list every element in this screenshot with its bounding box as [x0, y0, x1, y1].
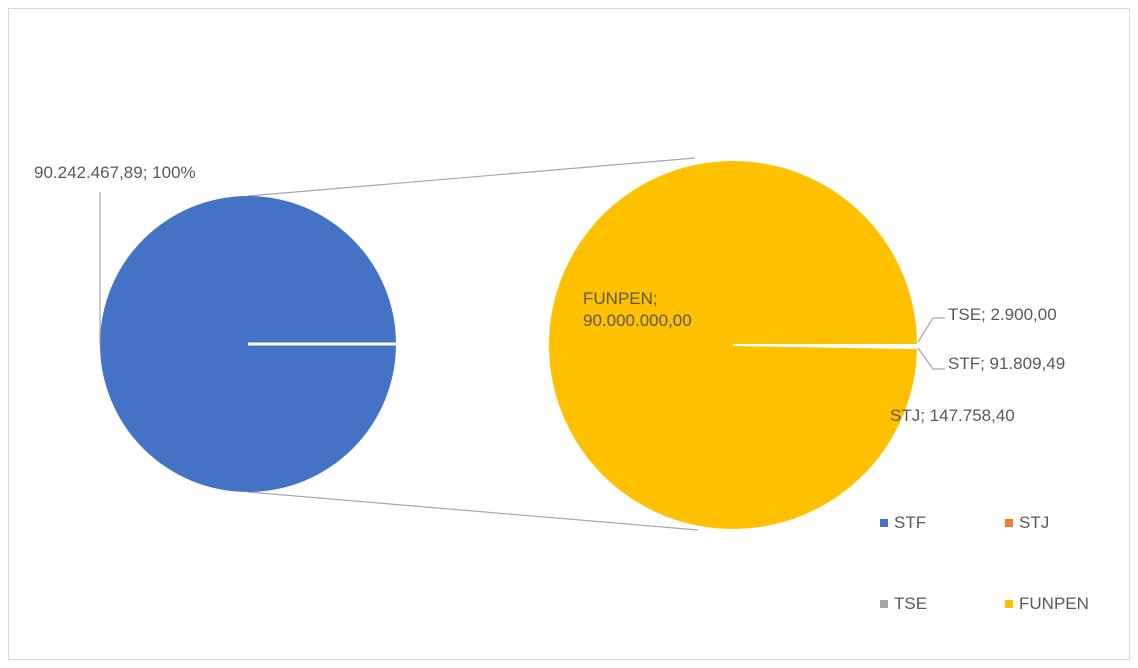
- legend-swatch: [1005, 600, 1013, 608]
- data-label: STF; 91.809,49: [948, 354, 1066, 373]
- legend-label: STF: [894, 513, 927, 532]
- legend-label: STJ: [1019, 513, 1050, 532]
- data-label: STJ; 147.758,40: [890, 406, 1015, 425]
- connector: [247, 157, 696, 197]
- legend-label: FUNPEN: [1019, 594, 1089, 613]
- leader-line: [917, 347, 945, 370]
- leader-line: [917, 317, 945, 343]
- data-label: FUNPEN; 90.000.000,00: [583, 289, 692, 330]
- legend-label: TSE: [894, 594, 928, 613]
- legend-swatch: [1005, 519, 1013, 527]
- data-label: TSE; 2.900,00: [948, 305, 1057, 324]
- legend-swatch: [880, 600, 888, 608]
- data-label: 90.242.467,89; 100%: [34, 163, 196, 182]
- pie-slice: [547, 159, 920, 531]
- legend-swatch: [880, 519, 888, 527]
- connector: [247, 491, 699, 531]
